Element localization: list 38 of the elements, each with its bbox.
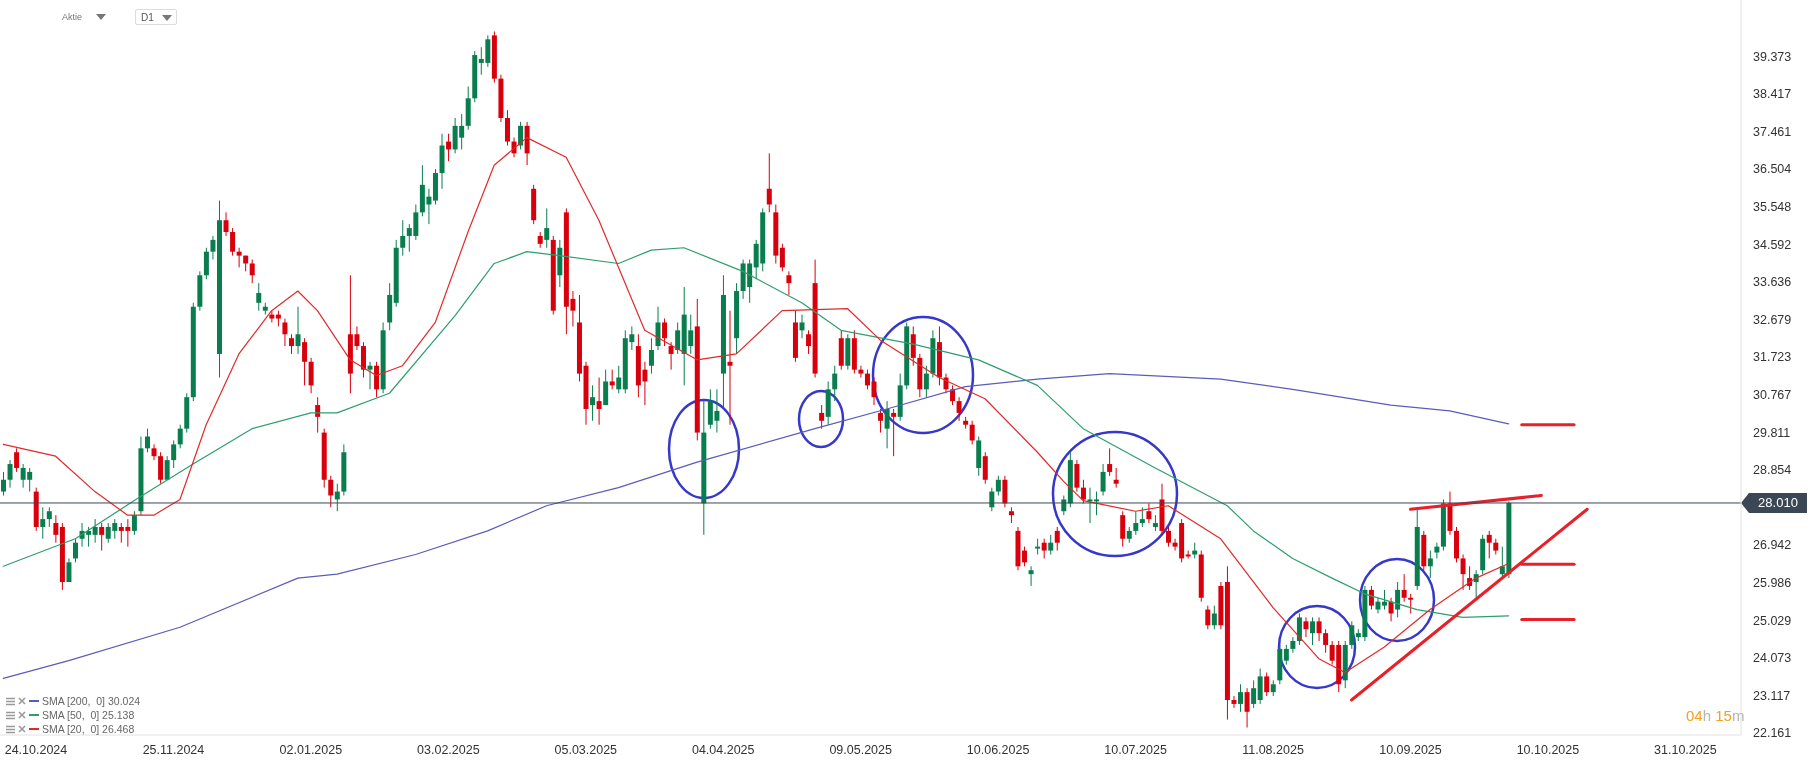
- y-tick-label: 30.767: [1753, 387, 1792, 402]
- y-tick-label: 33.636: [1753, 275, 1792, 290]
- y-tick-label: 23.117: [1753, 688, 1791, 703]
- x-tick-label: 10.06.2025: [966, 742, 1030, 757]
- y-tick-label: 26.942: [1753, 538, 1792, 553]
- ref-line-label: 28.010: [1758, 495, 1798, 511]
- annotation: D1: [135, 9, 177, 25]
- annotation: 04h 15m: [1686, 707, 1745, 724]
- x-tick-label: 10.09.2025: [1379, 742, 1442, 757]
- x-tick-label: 24.10.2024: [4, 742, 68, 757]
- legend-label: SMA [20, 0] 26.468: [42, 722, 135, 736]
- x-tick-label: 02.01.2025: [279, 742, 343, 757]
- y-tick-label: 25.029: [1753, 613, 1792, 628]
- y-tick-label: 36.504: [1753, 162, 1792, 177]
- y-tick-label: 38.417: [1753, 87, 1792, 102]
- x-tick-label: 09.05.2025: [829, 742, 893, 757]
- y-tick-label: 24.073: [1753, 651, 1792, 666]
- x-tick-label: 03.02.2025: [417, 742, 480, 757]
- y-tick-label: 28.854: [1753, 463, 1792, 478]
- x-tick-label: 10.10.2025: [1516, 742, 1580, 757]
- y-tick-label: 34.592: [1753, 237, 1792, 252]
- x-tick-label: 10.07.2025: [1104, 742, 1167, 757]
- y-tick-label: 22.161: [1753, 726, 1792, 741]
- y-tick-label: 37.461: [1753, 124, 1792, 139]
- x-tick-label: 11.08.2025: [1242, 742, 1304, 757]
- x-tick-label: 04.04.2025: [691, 742, 755, 757]
- y-tick-label: 25.986: [1753, 576, 1792, 591]
- y-tick-label: 32.679: [1753, 312, 1792, 327]
- y-tick-label: 29.811: [1753, 425, 1791, 440]
- y-tick-label: 31.723: [1753, 350, 1792, 365]
- annotation: Aktie: [62, 12, 83, 22]
- x-tick-label: 25.11.2024: [142, 742, 205, 757]
- y-tick-label: 39.373: [1753, 49, 1792, 64]
- x-tick-label: 05.03.2025: [554, 742, 618, 757]
- legend-label: SMA [200, 0] 30.024: [42, 694, 141, 708]
- y-tick-label: 35.548: [1753, 199, 1792, 214]
- legend-label: SMA [50, 0] 25.138: [42, 708, 135, 722]
- x-tick-label: 31.10.2025: [1654, 742, 1717, 757]
